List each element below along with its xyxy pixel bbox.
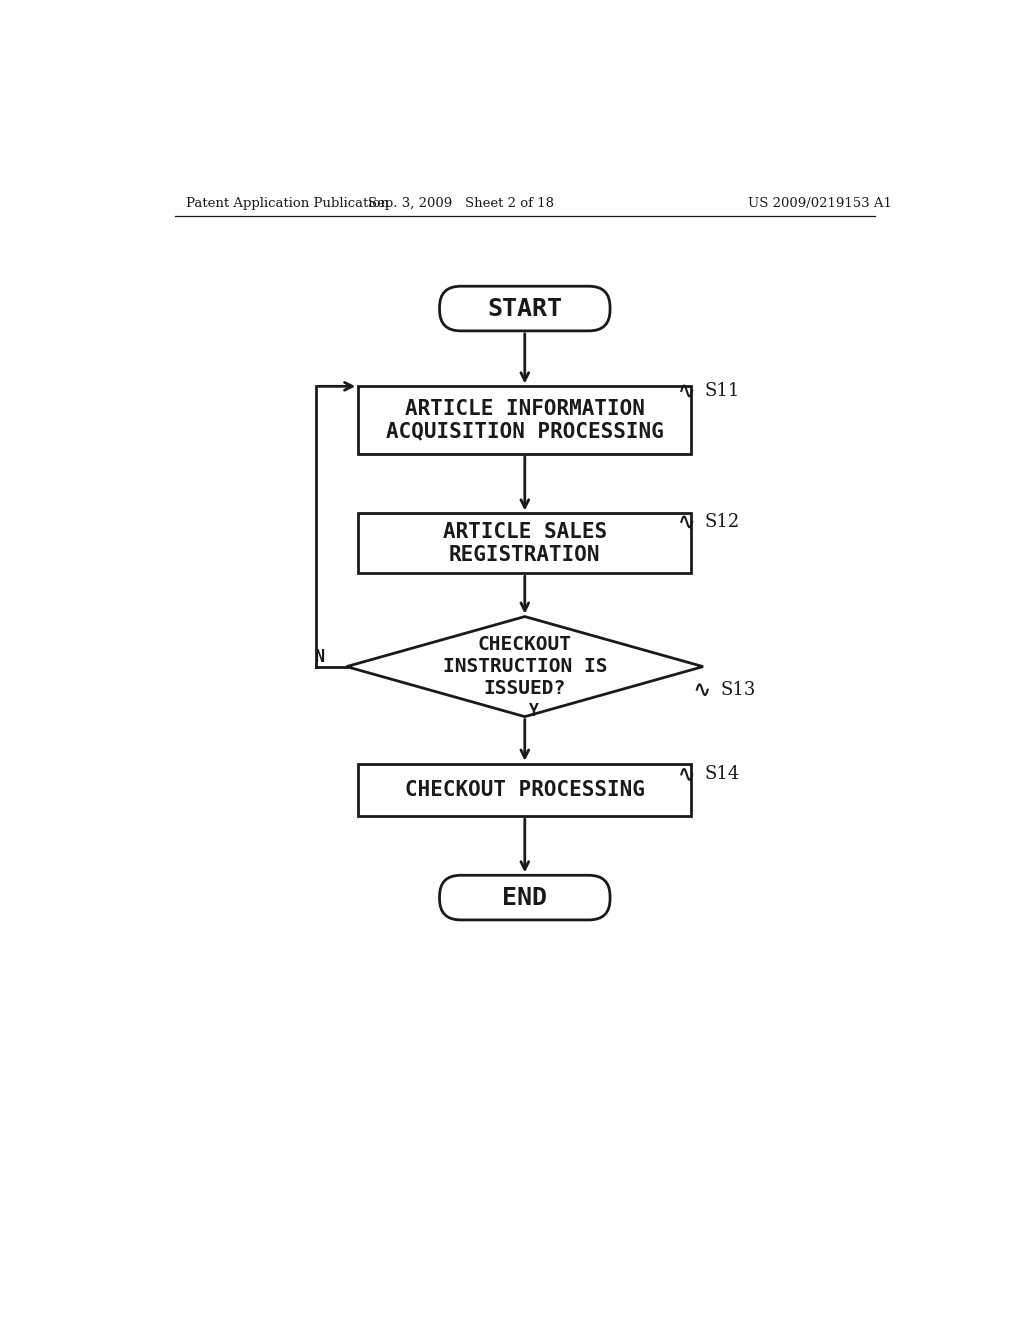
Bar (358, 763, 691, 816)
Text: ARTICLE INFORMATION
ACQUISITION PROCESSING: ARTICLE INFORMATION ACQUISITION PROCESSI… (386, 399, 664, 442)
Text: S14: S14 (705, 766, 740, 783)
Text: START: START (487, 297, 562, 321)
Text: ARTICLE SALES
REGISTRATION: ARTICLE SALES REGISTRATION (442, 521, 607, 565)
Text: US 2009/0219153 A1: US 2009/0219153 A1 (748, 197, 892, 210)
Text: CHECKOUT PROCESSING: CHECKOUT PROCESSING (404, 780, 645, 800)
Text: S13: S13 (720, 681, 756, 698)
Text: S12: S12 (705, 513, 740, 531)
Text: N: N (315, 648, 326, 667)
Bar (358, 513, 691, 573)
Polygon shape (346, 616, 703, 717)
Text: END: END (503, 886, 547, 909)
Text: S11: S11 (705, 381, 740, 400)
FancyBboxPatch shape (439, 286, 610, 331)
Text: Patent Application Publication: Patent Application Publication (186, 197, 389, 210)
Text: Y: Y (529, 702, 539, 721)
FancyBboxPatch shape (439, 875, 610, 920)
Text: CHECKOUT
INSTRUCTION IS
ISSUED?: CHECKOUT INSTRUCTION IS ISSUED? (442, 635, 607, 698)
Text: Sep. 3, 2009   Sheet 2 of 18: Sep. 3, 2009 Sheet 2 of 18 (369, 197, 554, 210)
Bar (358, 387, 691, 454)
